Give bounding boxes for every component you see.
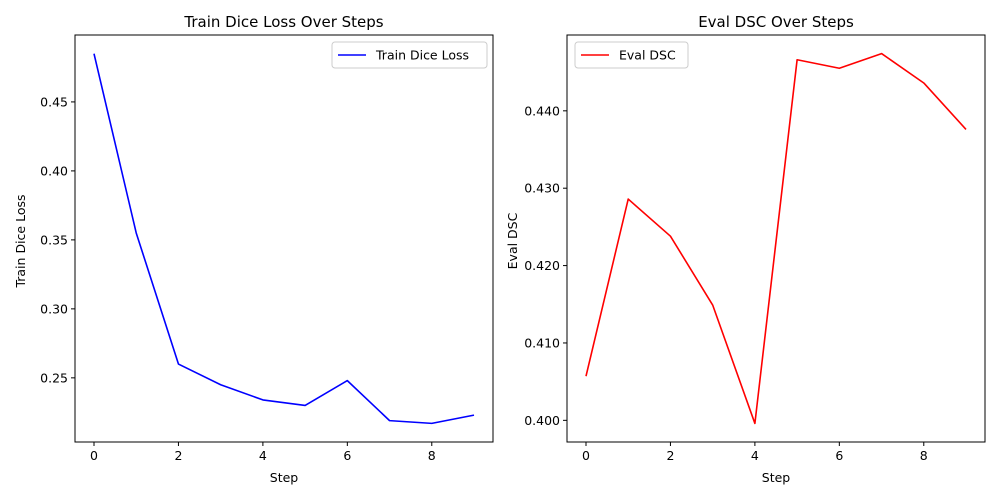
eval-dsc-chart: Eval DSC Over Steps 0 2 4 6 8 0.400 0.410 0.42…: [505, 13, 986, 485]
y-axis-label: Train Dice Loss: [13, 194, 28, 288]
x-tick-label: 0: [582, 448, 590, 463]
y-axis-ticks: 0.25 0.30 0.35 0.40 0.45: [40, 94, 75, 385]
y-tick-label: 0.45: [40, 94, 68, 109]
series-lines: [93, 53, 475, 425]
legend: Eval DSC: [574, 41, 689, 69]
y-axis-ticks: 0.400 0.410 0.420 0.430 0.440: [524, 103, 567, 428]
x-tick-label: 8: [428, 448, 436, 463]
x-tick-label: 4: [751, 448, 759, 463]
legend-label: Eval DSC: [619, 48, 676, 63]
y-tick-label: 0.40: [40, 163, 68, 178]
plot-frame: [74, 34, 494, 443]
x-axis-label: Step: [270, 470, 299, 485]
x-tick-label: 6: [343, 448, 351, 463]
legend-label: Train Dice Loss: [375, 48, 469, 63]
chart-title: Eval DSC Over Steps: [698, 13, 854, 31]
x-tick-label: 2: [666, 448, 674, 463]
y-tick-label: 0.25: [40, 370, 68, 385]
legend: Train Dice Loss: [331, 41, 488, 69]
x-tick-label: 8: [920, 448, 928, 463]
legend-box: [331, 41, 488, 69]
chart-title: Train Dice Loss Over Steps: [183, 13, 383, 31]
y-tick-label: 0.420: [524, 258, 560, 273]
y-tick-label: 0.400: [524, 413, 560, 428]
series-line-0: [585, 52, 967, 425]
plot-frame: [566, 34, 986, 443]
x-tick-label: 2: [174, 448, 182, 463]
y-tick-label: 0.410: [524, 335, 560, 350]
x-tick-label: 4: [259, 448, 267, 463]
y-axis-label: Eval DSC: [505, 212, 520, 269]
y-tick-label: 0.430: [524, 181, 560, 196]
x-tick-label: 6: [835, 448, 843, 463]
x-axis-label: Step: [762, 470, 791, 485]
train-dice-loss-chart: Train Dice Loss Over Steps 0 2 4 6 8 0.25 0.3…: [13, 13, 494, 485]
y-tick-label: 0.440: [524, 103, 560, 118]
y-tick-label: 0.30: [40, 301, 68, 316]
legend-box: [574, 41, 689, 69]
x-axis-ticks: 0 2 4 6 8: [582, 442, 928, 463]
x-axis-ticks: 0 2 4 6 8: [90, 442, 436, 463]
y-tick-label: 0.35: [40, 232, 68, 247]
x-tick-label: 0: [90, 448, 98, 463]
series-lines: [585, 52, 967, 425]
series-line-0: [93, 53, 475, 425]
